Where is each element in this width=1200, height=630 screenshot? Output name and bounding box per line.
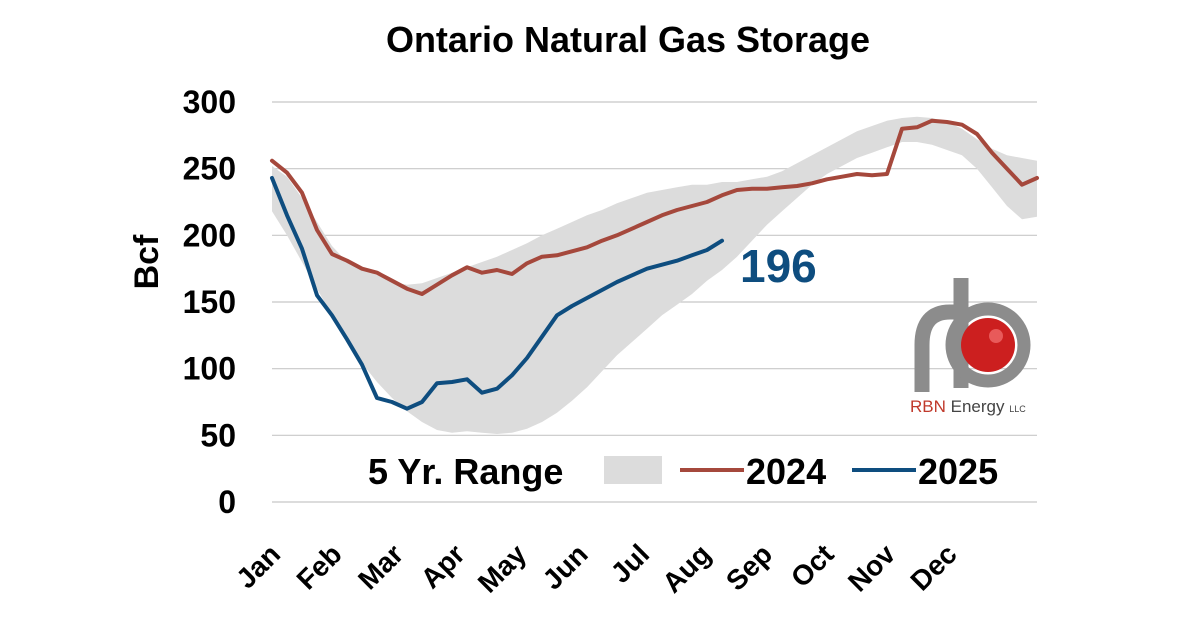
legend-label-2024: 2024 (746, 451, 826, 492)
y-tick-label: 50 (200, 417, 236, 453)
y-axis-label: Bcf (128, 234, 166, 289)
y-tick-label: 200 (183, 217, 236, 253)
logo-text-suffix: LLC (1009, 404, 1026, 414)
x-axis-ticks: Jan Feb Mar Apr May Jun Jul Aug Sep Oct Nov Dec (230, 538, 963, 599)
range-layer (272, 116, 1037, 434)
legend: 5 Yr. Range 2024 2025 (368, 451, 998, 492)
series-line-2024 (270, 118, 1039, 296)
legend-label-range: 5 Yr. Range (368, 451, 563, 492)
y-tick-label: 300 (183, 84, 236, 120)
logo-text-rbn: RBN (910, 397, 946, 416)
x-tick-label: Apr (415, 538, 471, 594)
x-tick-label: Mar (352, 538, 409, 595)
y-tick-label: 100 (183, 351, 236, 387)
logo-ball-highlight-icon (989, 329, 1003, 343)
x-tick-label: Oct (785, 538, 840, 593)
chart-title: Ontario Natural Gas Storage (386, 19, 870, 60)
x-tick-label: Dec (904, 538, 962, 596)
series-layer (270, 118, 1039, 411)
x-tick-label: Sep (720, 538, 778, 596)
legend-swatch-range (604, 456, 662, 484)
y-axis-ticks: 0 50 100 150 200 250 300 (183, 84, 236, 520)
logo-pipe-r-icon (914, 304, 966, 392)
logo-text-energy: Energy (951, 397, 1005, 416)
x-tick-label: Jun (537, 538, 594, 595)
x-tick-label: Jan (230, 538, 286, 594)
x-tick-label: Jul (605, 538, 656, 589)
end-value-label: 196 (740, 240, 817, 292)
x-tick-label: May (472, 538, 533, 599)
svg-text:RBN Energy LLC: RBN Energy LLC (910, 397, 1026, 416)
x-tick-label: Feb (291, 538, 348, 595)
y-tick-label: 150 (183, 284, 236, 320)
y-tick-label: 250 (183, 151, 236, 187)
series-line-2025 (270, 176, 724, 411)
x-tick-label: Nov (842, 538, 902, 598)
y-tick-label: 0 (218, 484, 236, 520)
logo-ring-icon (945, 302, 1031, 388)
logo-ball-icon (961, 318, 1015, 372)
rbn-energy-logo: RBN Energy LLC (910, 278, 1031, 416)
legend-label-2025: 2025 (918, 451, 998, 492)
x-tick-label: Aug (656, 538, 716, 598)
range-band (272, 116, 1037, 434)
